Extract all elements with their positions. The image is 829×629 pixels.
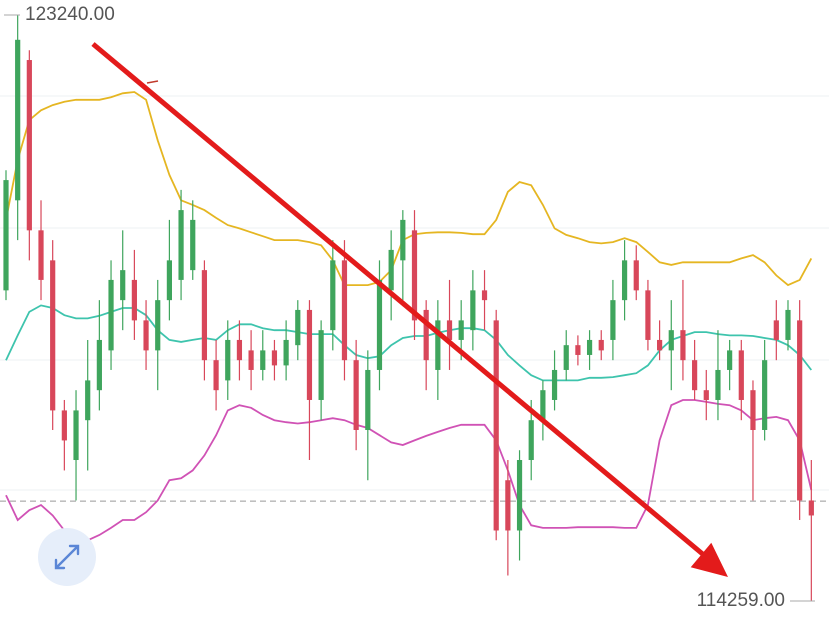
- candle-body: [563, 345, 569, 370]
- candle-body: [26, 60, 32, 231]
- candle-body: [248, 350, 254, 370]
- candle-body: [213, 360, 219, 391]
- trend-arrow: [91, 42, 728, 577]
- candle-body: [306, 309, 313, 400]
- plot-area: [0, 15, 829, 602]
- candle-body: [225, 339, 231, 381]
- candle-body: [201, 270, 208, 361]
- candle-body: [470, 290, 476, 331]
- expand-button[interactable]: [38, 528, 96, 586]
- candle-body: [3, 180, 9, 291]
- candle-body: [143, 320, 149, 351]
- candle-body: [680, 330, 686, 361]
- candle-body: [271, 350, 278, 366]
- candle-body: [260, 350, 266, 370]
- arrow-line: [91, 42, 707, 558]
- candle-body: [38, 230, 44, 280]
- candle-body: [516, 460, 523, 531]
- candle-body: [365, 369, 371, 430]
- candle-body: [295, 309, 301, 346]
- candle-body: [73, 410, 79, 461]
- candle-body: [633, 260, 639, 291]
- candle-body: [540, 390, 546, 421]
- candle-body: [575, 345, 581, 355]
- candle-body: [178, 210, 184, 280]
- candle-body: [376, 279, 383, 370]
- arrow-head: [690, 542, 728, 577]
- candle-body: [108, 279, 114, 351]
- candle-body: [96, 339, 102, 391]
- candle-body: [446, 320, 453, 340]
- candle-body: [435, 320, 441, 370]
- candle-body: [657, 339, 663, 351]
- candle-body: [481, 290, 488, 301]
- candle-body: [330, 260, 336, 331]
- candle-body: [493, 320, 499, 531]
- candle-body: [423, 309, 429, 361]
- candle-body: [411, 230, 418, 321]
- candle-body: [610, 300, 616, 340]
- candle-body: [598, 339, 604, 351]
- band-line: [5, 399, 813, 546]
- candle-body: [50, 260, 56, 411]
- candle-body: [738, 350, 744, 400]
- candle-body: [15, 39, 21, 201]
- candle-body: [727, 350, 733, 370]
- candle-body: [236, 339, 243, 361]
- candle-body: [85, 380, 91, 421]
- candle-body: [341, 260, 348, 361]
- candle-body: [785, 309, 791, 340]
- price-marker-label: 123240.00: [25, 4, 115, 25]
- band-line: [5, 304, 813, 382]
- candle-body: [458, 320, 464, 340]
- candle-body: [797, 320, 803, 501]
- grid: [0, 95, 829, 491]
- candle-body: [750, 390, 756, 430]
- candle-body: [762, 360, 768, 430]
- small-marker: [146, 80, 159, 84]
- candle-body: [190, 219, 196, 271]
- expand-icon[interactable]: [54, 544, 80, 570]
- candle-body: [318, 330, 324, 400]
- candle-body: [668, 330, 674, 351]
- candle-body: [353, 360, 359, 430]
- candle-body: [586, 339, 593, 355]
- candle-body: [645, 290, 651, 340]
- candle-body: [621, 260, 628, 301]
- candle-body: [400, 219, 406, 261]
- candle-body: [283, 339, 289, 366]
- candle-body: [692, 360, 698, 391]
- candle-body: [715, 369, 721, 400]
- candle-body: [808, 500, 814, 516]
- candle-body: [505, 480, 511, 531]
- candle-body: [528, 420, 534, 461]
- candle-body: [551, 369, 558, 400]
- candle-body: [155, 300, 161, 351]
- band-line: [5, 91, 813, 287]
- candle-body: [61, 410, 67, 441]
- candle-body: [166, 260, 172, 301]
- candle-body: [120, 270, 126, 301]
- price-marker-label: 114259.00: [697, 590, 785, 611]
- candle-body: [131, 279, 137, 321]
- candle-body: [773, 320, 779, 340]
- candle-body: [388, 249, 394, 291]
- candle-body: [703, 390, 709, 400]
